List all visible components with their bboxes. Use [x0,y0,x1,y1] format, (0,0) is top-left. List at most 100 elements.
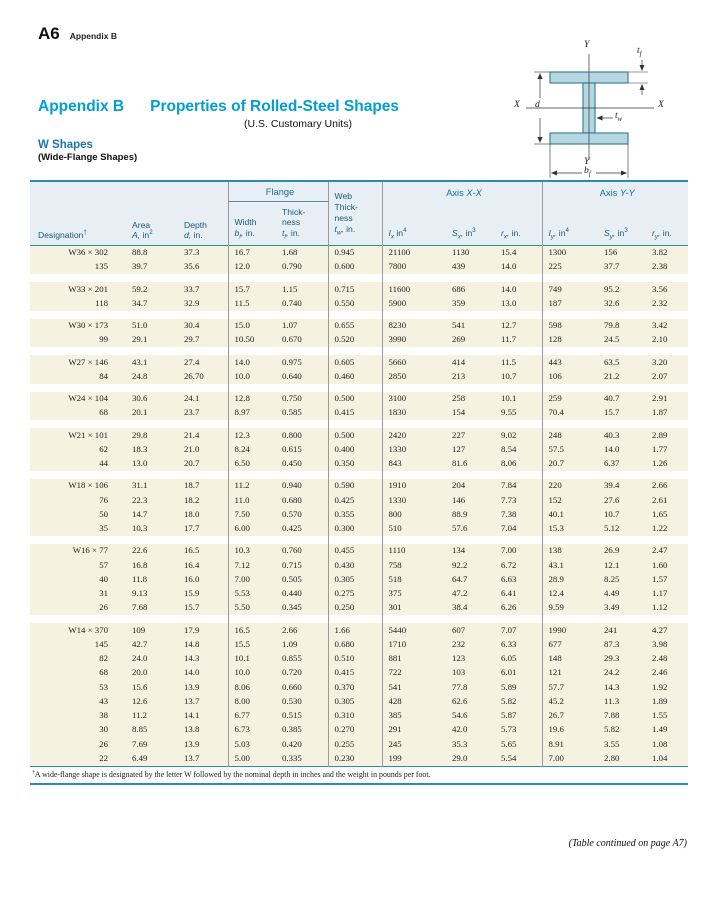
value-cell: 0.385 [282,724,302,735]
table-row: W24 × 104 30.6 24.1 12.8 0.750 0.500 3100 258 10… [30,391,688,407]
value-cell: 7.00 [541,751,599,767]
value-cell: 15.9 [184,588,200,599]
value-cell: 15.4 [501,247,517,258]
value-cell: 2.38 [652,261,668,272]
value-cell: 0.450 [282,458,302,469]
group-separator [30,347,689,356]
table-row: 99 29.1 29.7 10.50 0.670 0.520 3990 269 11.7 128 2… [30,333,688,348]
col-header-sx: Sx, in3 [452,227,476,241]
value-cell: 15.7 [604,407,620,418]
value-cell: 0.300 [327,521,382,537]
value-cell: 204 [452,480,466,491]
value-cell: 2.47 [652,545,668,556]
value-cell: 123 [452,653,466,664]
value-cell: 7.69 [132,738,148,749]
value-cell: 24.5 [604,334,620,345]
col-header-flange-thickness: Thick-ness tf, in. [282,206,306,241]
designation-cell: W24 × 104 [68,393,108,404]
x-axis-left-label: X [514,100,520,110]
value-cell: 1.55 [652,710,668,721]
value-cell: 21.0 [184,443,200,454]
value-cell: 15.7 [184,602,200,613]
value-cell: 16.5 [184,545,200,556]
value-cell: 259 [541,391,599,407]
value-cell: 8.06 [227,680,276,695]
value-cell: 598 [541,318,599,334]
value-cell: 2850 [381,369,446,384]
designation-cell: 30 [99,724,108,735]
value-cell: 6.77 [227,708,276,724]
table-row: W16 × 77 22.6 16.5 10.3 0.760 0.455 1110 134 7.0… [30,544,688,559]
value-cell: 0.350 [327,456,382,472]
value-cell: 40.3 [604,429,620,440]
value-cell: 0.600 [327,260,382,275]
value-cell: 2.10 [652,334,668,345]
value-cell: 39.7 [132,261,148,272]
running-head-label: Appendix B [69,31,117,41]
value-cell: 2.07 [652,370,668,381]
value-cell: 220 [541,479,599,494]
designation-cell: 82 [99,653,108,664]
value-cell: 14.0 [501,283,517,294]
value-cell: 0.500 [327,428,382,443]
value-cell: 6.49 [132,752,148,763]
value-cell: 4.49 [604,588,620,599]
value-cell: 43.1 [541,558,599,573]
value-cell: 1.26 [652,458,668,469]
value-cell: 4.27 [652,624,668,635]
table-row: 43 12.6 13.7 8.00 0.530 0.305 428 62.6 5.82 45.2 1… [30,694,688,709]
value-cell: 12.3 [227,428,276,443]
value-cell: 17.7 [184,523,200,534]
value-cell: 0.345 [282,602,302,613]
value-cell: 106 [541,369,599,384]
group-header-axis-yy: Axis Y-Y [541,181,689,202]
value-cell: 10.7 [604,508,620,519]
value-cell: 6.73 [227,723,276,738]
value-cell: 0.550 [327,296,382,311]
value-cell: 0.440 [282,588,302,599]
value-cell: 24.1 [184,393,200,404]
value-cell: 2.89 [652,429,668,440]
value-cell: 13.8 [184,724,200,735]
value-cell: 1.92 [652,681,668,692]
value-cell: 18.7 [184,480,200,491]
value-cell: 92.2 [452,559,468,570]
value-cell: 6.37 [604,458,620,469]
table-row: W14 × 370 109 17.9 16.5 2.66 1.66 5440 607 7.07 1… [30,623,688,638]
value-cell: 14.7 [132,508,148,519]
value-cell: 16.8 [132,559,148,570]
value-cell: 16.4 [184,559,200,570]
value-cell: 0.460 [327,369,382,384]
value-cell: 881 [381,651,446,667]
value-cell: 9.02 [501,429,517,440]
value-cell: 14.1 [184,710,200,721]
value-cell: 13.9 [184,681,200,692]
continued-note: (Table continued on page A7) [568,838,687,849]
value-cell: 5.87 [501,710,517,721]
y-axis-bottom-label: Y [584,157,590,167]
value-cell: 1.15 [282,283,298,294]
value-cell: 38.4 [452,602,468,613]
value-cell: 439 [452,261,466,272]
value-cell: 15.7 [227,282,276,297]
value-cell: 0.250 [327,601,382,616]
designation-cell: W16 × 77 [72,545,108,556]
designation-cell: 26 [99,602,108,613]
value-cell: 8.97 [227,406,276,421]
designation-cell: W18 × 106 [68,480,108,491]
value-cell: 15.0 [227,318,276,334]
value-cell: 109 [132,624,146,635]
table-row: 62 18.3 21.0 8.24 0.615 0.400 1330 127 8.54 57.5 1… [30,442,688,457]
value-cell: 21100 [381,245,446,261]
value-cell: 152 [541,493,599,508]
value-cell: 6.26 [501,602,517,613]
value-cell: 518 [381,572,446,587]
group-separator [30,536,689,545]
value-cell: 37.3 [184,247,200,258]
table-row: W33 × 201 59.2 33.7 15.7 1.15 0.715 11600 686 14… [30,282,688,297]
table-row: 145 42.7 14.8 15.5 1.09 0.680 1710 232 6.33 677 87… [30,637,688,652]
value-cell: 0.680 [327,637,382,652]
value-cell: 1300 [541,245,599,261]
table-row: 40 11.8 16.0 7.00 0.505 0.305 518 64.7 6.63 28.9 8… [30,572,688,587]
value-cell: 20.0 [132,667,148,678]
